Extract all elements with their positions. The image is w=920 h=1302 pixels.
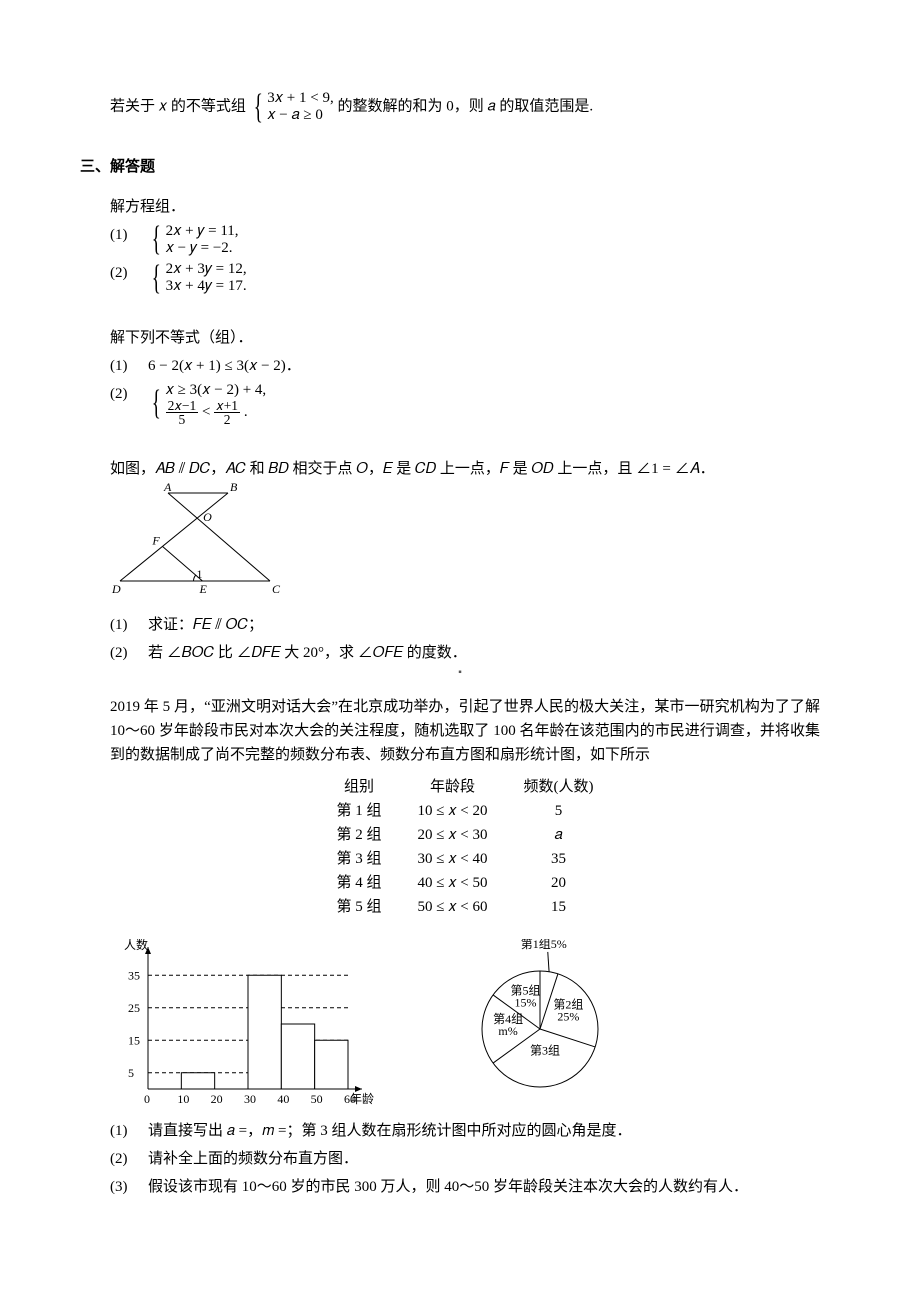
part-number: (2) xyxy=(110,261,148,296)
table-header: 频数(人数) xyxy=(506,775,612,799)
svg-text:5: 5 xyxy=(128,1066,134,1080)
svg-text:人数: 人数 xyxy=(124,939,148,952)
part-text: 假设该市现有 10～60 岁的市民 300 万人，则 40～50 岁年龄段关注本… xyxy=(148,1175,820,1199)
part-text: 若 ∠𝐵𝑂𝐶 比 ∠𝐷𝐹𝐸 大 20°，求 ∠𝑂𝐹𝐸 的度数． xyxy=(148,641,820,665)
svg-text:m%: m% xyxy=(498,1024,517,1038)
part-number: (2) xyxy=(110,1147,148,1171)
problem-inequalities: 解下列不等式（组）． (1) 6 − 2(𝑥 + 1) ≤ 3(𝑥 − 2)． … xyxy=(100,326,820,427)
text: 若关于 xyxy=(110,99,159,115)
ineq-line-1: 𝑥 ≥ 3(𝑥 − 2) + 4, xyxy=(166,382,267,398)
sys-line-2: 𝑥 − 𝑎 ≥ 0 xyxy=(267,107,323,123)
var-a: 𝑎 xyxy=(488,99,496,115)
table-row: 第 3 组30 ≤ 𝑥 < 4035 xyxy=(318,847,611,871)
inequality-1: 6 − 2(𝑥 + 1) ≤ 3(𝑥 − 2)． xyxy=(148,354,820,378)
part-number: (3) xyxy=(110,1175,148,1199)
problem-solve-systems: 解方程组． (1) { 2𝑥 + 𝑦 = 11, 𝑥 − 𝑦 = −2. (2)… xyxy=(100,195,820,296)
system-1: { 2𝑥 + 𝑦 = 11, 𝑥 − 𝑦 = −2. xyxy=(148,223,239,258)
svg-text:25: 25 xyxy=(128,1001,140,1015)
sys-line-1: 3𝑥 + 1 < 9, xyxy=(267,90,334,106)
frequency-table: 组别年龄段频数(人数)第 1 组10 ≤ 𝑥 < 205第 2 组20 ≤ 𝑥 … xyxy=(318,775,611,919)
svg-text:D: D xyxy=(111,582,121,596)
problem-inequality-range: 若关于 𝑥 的不等式组 { 3𝑥 + 1 < 9, 𝑥 − 𝑎 ≥ 0 的整数解… xyxy=(100,90,820,125)
table-header: 组别 xyxy=(318,775,399,799)
eq: 3𝑥 + 4𝑦 = 17. xyxy=(166,278,247,294)
svg-text:40: 40 xyxy=(277,1092,289,1106)
part-text: 求证：𝐹𝐸 ⫽ 𝑂𝐶； xyxy=(148,613,820,637)
svg-text:C: C xyxy=(272,582,281,596)
part-number: (2) xyxy=(110,382,148,427)
geometry-figure: A B D C O F E1 xyxy=(110,481,300,601)
stem: 解下列不等式（组）． xyxy=(110,326,820,350)
histogram-chart: 人数年龄51525350102030405060 xyxy=(110,939,380,1109)
system-2: { 2𝑥 + 3𝑦 = 12, 3𝑥 + 4𝑦 = 17. xyxy=(148,261,247,296)
part-number: (1) xyxy=(110,223,148,258)
table-row: 第 2 组20 ≤ 𝑥 < 30𝑎 xyxy=(318,823,611,847)
part-text: 请直接写出 𝑎 =，𝑚 =；第 3 组人数在扇形统计图中所对应的圆心角是度． xyxy=(148,1119,820,1143)
text: 的不等式组 xyxy=(171,99,250,115)
svg-text:35: 35 xyxy=(128,968,140,982)
ineq-line-2: 2𝑥−15 < 𝑥+12 . xyxy=(166,404,248,420)
var-x: 𝑥 xyxy=(159,99,167,115)
system-brace: { 3𝑥 + 1 < 9, 𝑥 − 𝑎 ≥ 0 xyxy=(250,90,334,125)
eq: 𝑥 − 𝑦 = −2. xyxy=(166,240,233,256)
table-row: 第 4 组40 ≤ 𝑥 < 5020 xyxy=(318,871,611,895)
svg-text:50: 50 xyxy=(311,1092,323,1106)
svg-text:第3组: 第3组 xyxy=(530,1043,560,1057)
section-heading-3: 三、解答题 xyxy=(80,155,820,179)
svg-text:30: 30 xyxy=(244,1092,256,1106)
svg-text:15: 15 xyxy=(128,1033,140,1047)
svg-text:15%: 15% xyxy=(515,995,537,1009)
paragraph: 2019 年 5 月，“亚洲文明对话大会”在北京成功举办，引起了世界人民的极大关… xyxy=(110,695,820,767)
stem: 解方程组． xyxy=(110,195,820,219)
part-text: 请补全上面的频数分布直方图． xyxy=(148,1147,820,1171)
inequality-system: { 𝑥 ≥ 3(𝑥 − 2) + 4, 2𝑥−15 < 𝑥+12 . xyxy=(148,382,266,427)
problem-statistics: 2019 年 5 月，“亚洲文明对话大会”在北京成功举办，引起了世界人民的极大关… xyxy=(100,695,820,1199)
eq: 2𝑥 + 𝑦 = 11, xyxy=(166,223,239,239)
text: 的取值范围是. xyxy=(499,99,593,115)
svg-text:1: 1 xyxy=(197,567,203,581)
svg-text:20: 20 xyxy=(211,1092,223,1106)
part-number: (2) xyxy=(110,641,148,665)
svg-text:A: A xyxy=(163,481,172,494)
table-row: 第 1 组10 ≤ 𝑥 < 205 xyxy=(318,799,611,823)
stem: 如图，𝐴𝐵 ⫽ 𝐷𝐶，𝐴𝐶 和 𝐵𝐷 相交于点 𝑂，𝐸 是 𝐶𝐷 上一点，𝐹 是… xyxy=(110,457,820,481)
svg-text:F: F xyxy=(151,533,160,547)
problem-geometry: 如图，𝐴𝐵 ⫽ 𝐷𝐶，𝐴𝐶 和 𝐵𝐷 相交于点 𝑂，𝐸 是 𝐶𝐷 上一点，𝐹 是… xyxy=(100,457,820,665)
table-row: 第 5 组50 ≤ 𝑥 < 6015 xyxy=(318,895,611,919)
svg-text:E: E xyxy=(199,582,208,596)
svg-text:0: 0 xyxy=(144,1092,150,1106)
part-number: (1) xyxy=(110,1119,148,1143)
pie-chart: 第1组5%第2组25%第3组第4组m%第5组15% xyxy=(440,939,640,1109)
svg-text:O: O xyxy=(203,510,212,524)
part-number: (1) xyxy=(110,354,148,378)
text: 的整数解的和为 0，则 xyxy=(337,99,487,115)
table-header: 年龄段 xyxy=(399,775,505,799)
svg-text:第1组5%: 第1组5% xyxy=(521,939,567,951)
svg-text:10: 10 xyxy=(177,1092,189,1106)
svg-text:25%: 25% xyxy=(557,1009,579,1023)
svg-text:B: B xyxy=(230,481,238,494)
svg-text:60: 60 xyxy=(344,1092,356,1106)
part-number: (1) xyxy=(110,613,148,637)
eq: 2𝑥 + 3𝑦 = 12, xyxy=(166,261,247,277)
